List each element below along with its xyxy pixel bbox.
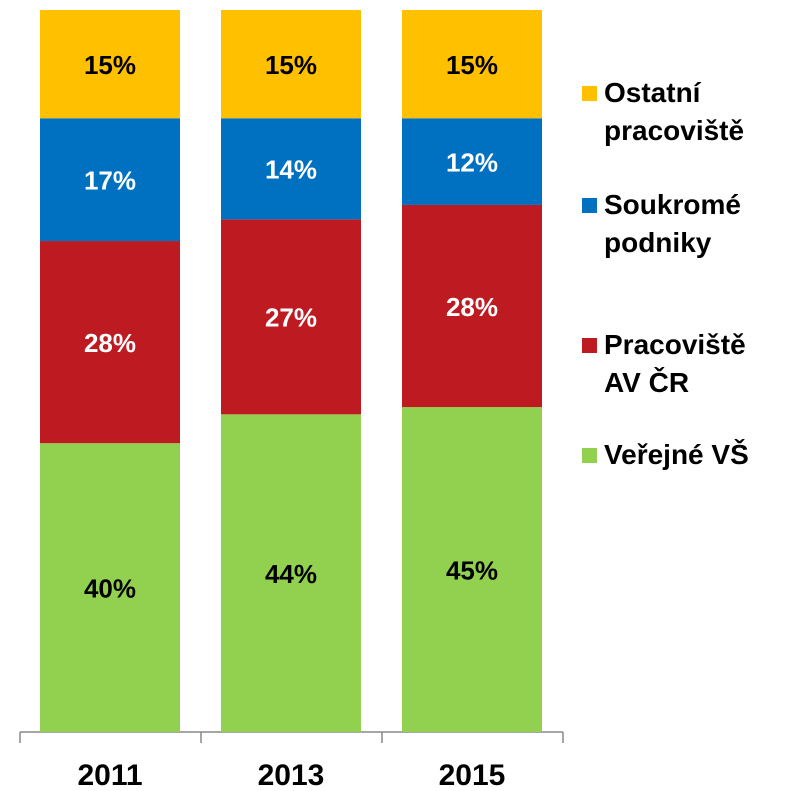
bar-segment [40, 118, 180, 242]
bar-segment [402, 407, 542, 732]
x-tick-label: 2013 [258, 759, 325, 791]
value-label: 28% [446, 292, 498, 322]
bar-segment [402, 10, 542, 119]
value-label: 17% [84, 166, 136, 196]
legend-swatch [582, 86, 597, 101]
value-label: 14% [265, 155, 317, 185]
legend-label: Pracoviště AV ČR [604, 329, 746, 398]
value-label: 40% [84, 573, 136, 603]
bar-segment [402, 118, 542, 205]
legend-swatch [582, 448, 597, 463]
legend-label: Ostatní pracoviště [604, 77, 745, 146]
value-label: 15% [446, 50, 498, 80]
value-label: 28% [84, 328, 136, 358]
bar-segment [221, 414, 361, 732]
value-label: 45% [446, 555, 498, 585]
bar-segment [40, 241, 180, 444]
bar-segment [402, 204, 542, 408]
value-label: 44% [265, 559, 317, 589]
value-label: 12% [446, 147, 498, 177]
bar-segment [40, 10, 180, 119]
bar-segment [221, 219, 361, 415]
legend-swatch [582, 338, 597, 353]
legend-swatch [582, 198, 597, 213]
bar-segment [221, 118, 361, 220]
legend-label: Soukromé podniky [604, 189, 741, 258]
value-label: 27% [265, 303, 317, 333]
value-label: 15% [84, 50, 136, 80]
x-tick-label: 2011 [77, 759, 142, 791]
value-label: 15% [265, 50, 317, 80]
bar-segment [221, 10, 361, 119]
legend-label: Veřejné VŠ [604, 439, 749, 470]
bar-segment [40, 443, 180, 732]
x-tick-label: 2015 [439, 759, 506, 791]
